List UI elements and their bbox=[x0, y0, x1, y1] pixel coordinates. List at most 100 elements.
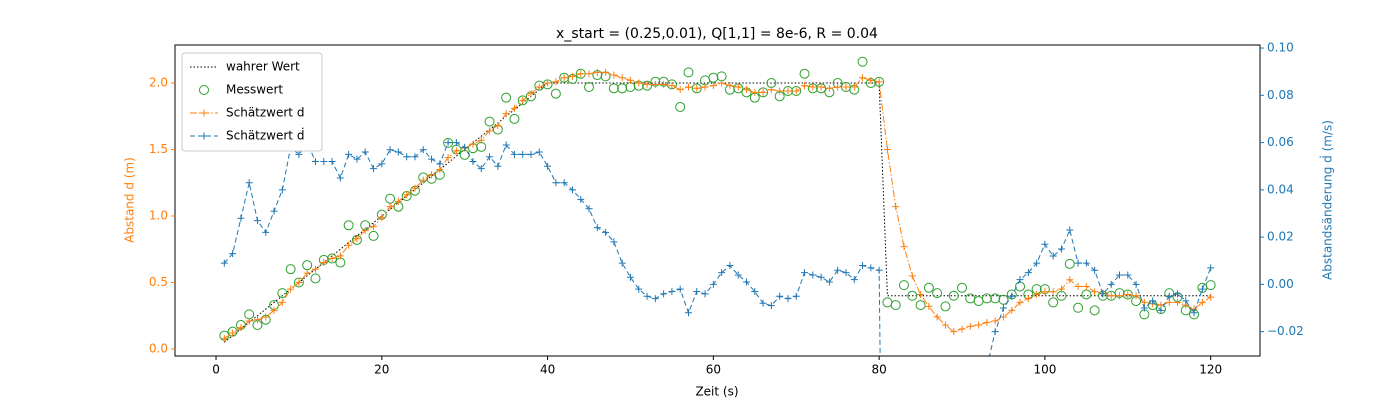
marker bbox=[419, 176, 427, 184]
marker bbox=[519, 150, 527, 158]
y2-axis-label: Abstandsänderung ḋ (m/s) bbox=[1319, 120, 1335, 280]
marker bbox=[336, 252, 344, 260]
legend-label: Schätzwert d bbox=[226, 106, 304, 120]
marker bbox=[229, 329, 237, 337]
marker bbox=[1048, 297, 1059, 308]
marker bbox=[668, 82, 676, 90]
marker bbox=[626, 273, 634, 281]
marker bbox=[353, 235, 361, 243]
y2-tick-label: 0.04 bbox=[1267, 182, 1294, 196]
marker bbox=[676, 86, 684, 94]
marker bbox=[1174, 298, 1182, 306]
marker bbox=[726, 261, 734, 269]
marker bbox=[1064, 258, 1075, 269]
marker bbox=[1157, 306, 1165, 314]
marker bbox=[1008, 292, 1016, 300]
marker bbox=[825, 84, 833, 92]
marker bbox=[593, 224, 601, 232]
marker bbox=[701, 83, 709, 91]
marker bbox=[651, 295, 659, 303]
marker bbox=[734, 271, 742, 279]
marker bbox=[1008, 306, 1016, 314]
marker bbox=[361, 148, 369, 156]
y2-tick-label: −0.02 bbox=[1267, 324, 1304, 338]
marker bbox=[602, 228, 610, 236]
marker bbox=[444, 139, 452, 147]
marker bbox=[577, 70, 585, 78]
marker bbox=[484, 116, 495, 127]
marker bbox=[701, 290, 709, 298]
marker bbox=[999, 313, 1007, 321]
marker bbox=[709, 280, 717, 288]
marker bbox=[277, 288, 288, 299]
marker bbox=[370, 223, 378, 231]
x-tick-label: 80 bbox=[871, 363, 886, 377]
marker bbox=[285, 264, 296, 275]
plot-area bbox=[219, 56, 1216, 356]
marker bbox=[262, 228, 270, 236]
marker bbox=[1033, 290, 1041, 298]
marker bbox=[361, 227, 369, 235]
y2-tick-label: 0.02 bbox=[1267, 230, 1294, 244]
marker bbox=[469, 140, 477, 148]
marker bbox=[693, 84, 701, 92]
marker bbox=[842, 83, 850, 91]
marker bbox=[1049, 288, 1057, 296]
marker bbox=[981, 293, 992, 304]
marker bbox=[874, 76, 885, 87]
marker bbox=[1091, 266, 1099, 274]
marker bbox=[220, 334, 228, 342]
marker bbox=[890, 300, 901, 311]
marker bbox=[792, 292, 800, 300]
marker bbox=[718, 79, 726, 87]
x-tick-label: 0 bbox=[212, 363, 220, 377]
marker bbox=[510, 104, 518, 112]
marker bbox=[394, 197, 402, 205]
marker bbox=[940, 301, 951, 312]
marker bbox=[941, 321, 949, 329]
marker bbox=[510, 150, 518, 158]
marker bbox=[585, 205, 593, 213]
marker bbox=[509, 113, 520, 124]
marker bbox=[560, 74, 568, 82]
marker bbox=[1016, 298, 1024, 306]
marker bbox=[336, 174, 344, 182]
marker bbox=[287, 285, 295, 293]
marker bbox=[958, 325, 966, 333]
marker bbox=[278, 298, 286, 306]
marker bbox=[560, 179, 568, 187]
marker bbox=[618, 259, 626, 267]
marker bbox=[1074, 282, 1082, 290]
marker bbox=[1074, 259, 1082, 267]
marker bbox=[1073, 302, 1084, 313]
marker bbox=[1082, 259, 1090, 267]
marker bbox=[368, 230, 379, 241]
marker bbox=[1205, 280, 1216, 291]
marker bbox=[784, 87, 792, 95]
series-line bbox=[224, 82, 1211, 343]
marker bbox=[817, 273, 825, 281]
marker bbox=[933, 313, 941, 321]
marker bbox=[1099, 290, 1107, 298]
marker bbox=[328, 255, 336, 263]
marker bbox=[253, 316, 261, 324]
marker bbox=[461, 143, 469, 151]
marker bbox=[684, 309, 692, 317]
axes-frame bbox=[174, 44, 1261, 357]
marker bbox=[857, 56, 868, 67]
marker bbox=[759, 299, 767, 307]
marker bbox=[948, 290, 959, 301]
series-line bbox=[223, 141, 1212, 356]
marker bbox=[883, 146, 891, 154]
marker bbox=[517, 95, 528, 106]
marker bbox=[311, 265, 319, 273]
marker bbox=[386, 146, 394, 154]
marker bbox=[262, 313, 270, 321]
marker bbox=[527, 90, 535, 98]
marker bbox=[957, 282, 968, 293]
marker bbox=[1066, 276, 1074, 284]
marker bbox=[494, 162, 502, 170]
marker bbox=[709, 82, 717, 90]
marker bbox=[1207, 264, 1215, 272]
marker bbox=[675, 101, 686, 112]
